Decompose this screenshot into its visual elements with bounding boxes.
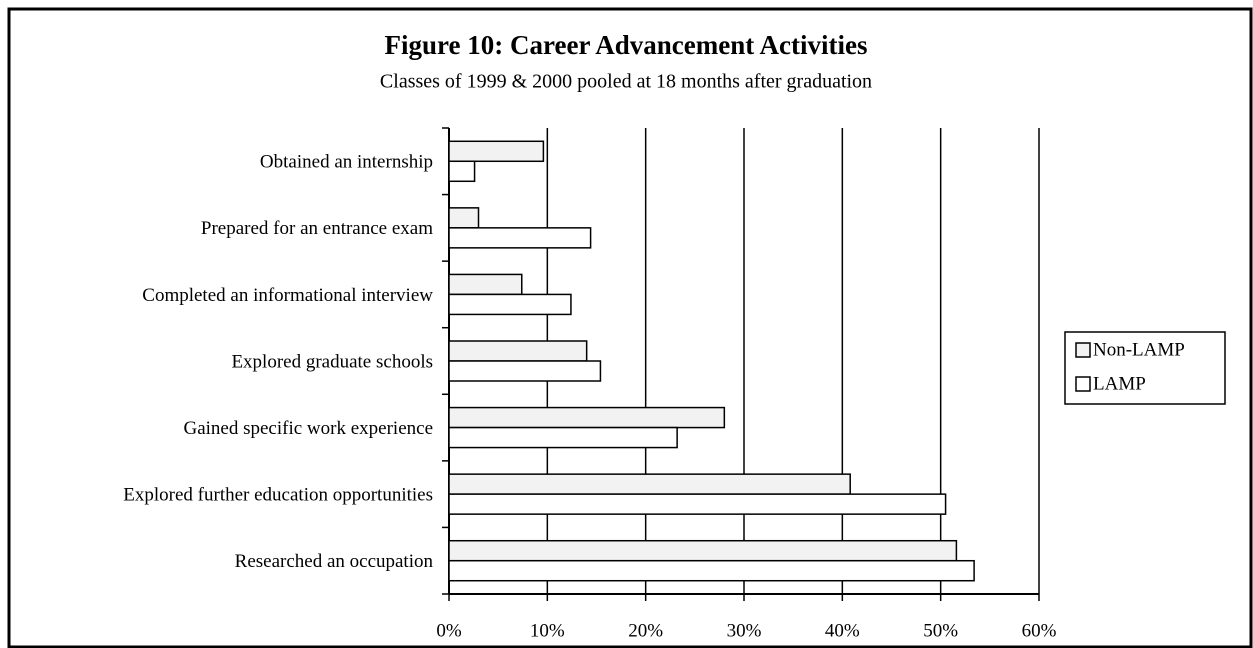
bar: [448, 207, 480, 229]
bar: [448, 493, 947, 515]
legend-swatch: [1075, 376, 1091, 392]
bar: [448, 273, 523, 296]
bar: [448, 539, 958, 562]
category-label: Completed an informational interview: [142, 285, 433, 306]
chart-title: Figure 10: Career Advancement Activities: [385, 30, 868, 60]
category-label: Explored graduate schools: [231, 351, 433, 372]
bar: [448, 559, 975, 582]
bar: [448, 227, 592, 249]
x-tick-label: 0%: [436, 620, 462, 641]
x-tick-label: 20%: [628, 620, 663, 641]
x-tick-label: 40%: [825, 620, 860, 641]
x-tick-label: 50%: [923, 620, 958, 641]
legend-box: [1064, 331, 1226, 405]
bar: [448, 360, 602, 382]
bar: [448, 293, 572, 316]
legend-label: Non-LAMP: [1093, 339, 1185, 360]
x-tick-label: 30%: [727, 620, 762, 641]
category-label: Obtained an internship: [260, 152, 433, 173]
bar: [448, 473, 851, 495]
legend-label: LAMP: [1093, 373, 1146, 394]
x-tick-label: 60%: [1022, 620, 1057, 641]
bar: [448, 406, 726, 429]
category-label: Researched an occupation: [235, 551, 434, 572]
bar: [448, 160, 476, 183]
category-label: Prepared for an entrance exam: [201, 218, 433, 239]
category-label: Gained specific work experience: [183, 418, 433, 439]
legend-swatch: [1075, 342, 1091, 358]
bar: [448, 340, 588, 362]
x-tick-label: 10%: [530, 620, 565, 641]
category-label: Explored further education opportunities: [123, 485, 433, 506]
bar: [448, 140, 545, 163]
chart-subtitle: Classes of 1999 & 2000 pooled at 18 mont…: [380, 71, 872, 93]
bar: [448, 426, 678, 449]
